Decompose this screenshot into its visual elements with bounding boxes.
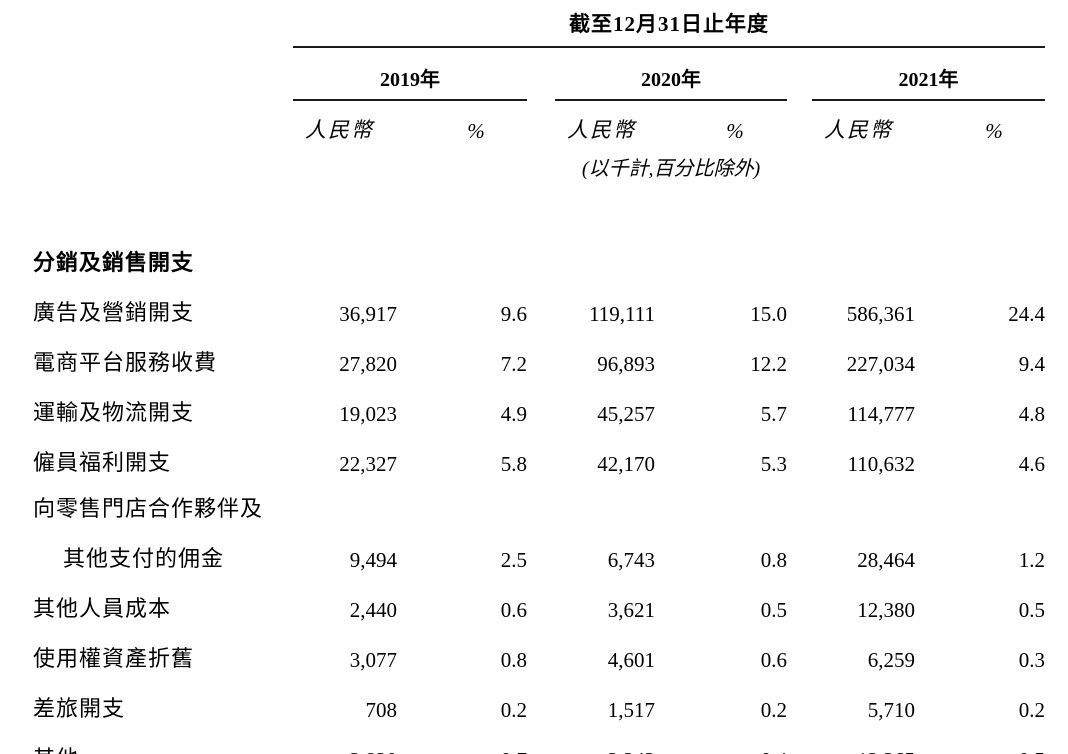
table-row: 向零售門店合作夥伴及 (33, 484, 1045, 530)
row-label: 電商平台服務收費 (33, 350, 218, 375)
value-cell: 0.5 (1018, 598, 1045, 622)
subheader-currency-2020: 人民幣 (567, 118, 636, 142)
value-cell: 9.4 (1018, 352, 1045, 376)
value-cell: 586,361 (846, 302, 915, 326)
value-cell: 12,365 (812, 730, 915, 754)
empty-corner (33, 4, 293, 47)
table-row: 僱員福利開支 22,327 5.8 42,170 5.3 110,632 4.6 (33, 434, 1045, 484)
row-label: 其他人員成本 (33, 596, 172, 621)
value-cell: 12,380 (857, 598, 915, 622)
value-cell: 0.4 (655, 730, 787, 754)
value-cell: 9,494 (349, 548, 397, 572)
value-cell: 0.8 (500, 648, 527, 672)
spacer (33, 183, 1045, 235)
value-cell: 0.2 (500, 698, 527, 722)
value-cell: 110,632 (847, 452, 915, 476)
value-cell: 6,259 (867, 648, 915, 672)
table-row: 其他 2,820 0.7 3,243 0.4 12,365 0.5 (33, 730, 1045, 754)
value-cell: 6,743 (607, 548, 655, 572)
value-cell: 4.9 (500, 402, 527, 426)
value-cell: 3,621 (607, 598, 655, 622)
value-cell: 0.6 (760, 648, 787, 672)
col-year-2020: 2020年 (555, 47, 787, 101)
value-cell: 119,111 (589, 302, 655, 326)
value-cell: 114,777 (847, 402, 915, 426)
table-row: 差旅開支 708 0.2 1,517 0.2 5,710 0.2 (33, 680, 1045, 730)
value-cell: 3,077 (349, 648, 397, 672)
table-row: 運輸及物流開支 19,023 4.9 45,257 5.7 114,777 4.… (33, 384, 1045, 434)
expenses-table: 截至12月31日止年度 2019年 2020年 2021年 人民幣 % 人民幣 … (33, 4, 1045, 754)
table-row: 分銷及銷售開支 (33, 235, 1045, 284)
column-gap (527, 47, 555, 100)
value-cell: 5.3 (760, 452, 787, 476)
section-header: 分銷及銷售開支 (33, 250, 195, 275)
col-year-2019: 2019年 (293, 47, 527, 101)
value-cell: 227,034 (846, 352, 915, 376)
value-cell: 45,257 (597, 402, 655, 426)
value-cell: 0.5 (760, 598, 787, 622)
value-cell: 22,327 (339, 452, 397, 476)
row-label: 僱員福利開支 (33, 450, 172, 475)
subheader-currency-2021: 人民幣 (824, 118, 893, 142)
value-cell: 96,893 (597, 352, 655, 376)
subheader-percent-2020: % (726, 119, 744, 143)
row-label-line2: 其他支付的佣金 (63, 546, 225, 571)
value-cell: 4.6 (1018, 452, 1045, 476)
value-cell: 5.7 (760, 402, 787, 426)
table-row: 其他人員成本 2,440 0.6 3,621 0.5 12,380 0.5 (33, 580, 1045, 630)
row-label: 使用權資產折舊 (33, 646, 195, 671)
value-cell: 2,440 (349, 598, 397, 622)
value-cell: 24.4 (1008, 302, 1045, 326)
value-cell: 0.6 (500, 598, 527, 622)
subheader-currency-2019: 人民幣 (305, 118, 374, 142)
value-cell: 2.5 (500, 548, 527, 572)
col-year-2021: 2021年 (812, 47, 1045, 101)
row-label: 廣告及營銷開支 (33, 300, 195, 325)
value-cell: 5,710 (867, 698, 915, 722)
value-cell: 12.2 (750, 352, 787, 376)
table-row: 廣告及營銷開支 36,917 9.6 119,111 15.0 586,361 … (33, 284, 1045, 334)
value-cell: 0.5 (915, 730, 1045, 754)
value-cell: 5.8 (500, 452, 527, 476)
value-cell: 3,243 (555, 730, 655, 754)
value-cell: 1,517 (607, 698, 655, 722)
value-cell: 27,820 (339, 352, 397, 376)
table-row: 電商平台服務收費 27,820 7.2 96,893 12.2 227,034 … (33, 334, 1045, 384)
row-label: 差旅開支 (33, 696, 126, 721)
column-gap (787, 47, 812, 100)
value-cell: 36,917 (339, 302, 397, 326)
value-cell: 0.2 (1018, 698, 1045, 722)
row-label: 其他 (33, 730, 293, 754)
value-cell: 1.2 (1018, 548, 1045, 572)
unit-note: (以千計,百分比除外) (581, 158, 761, 180)
page-title: 截至12月31日止年度 (293, 4, 1045, 48)
row-label-line1: 向零售門店合作夥伴及 (33, 496, 264, 521)
value-cell: 2,820 (293, 730, 397, 754)
table-row: 使用權資產折舊 3,077 0.8 4,601 0.6 6,259 0.3 (33, 630, 1045, 680)
value-cell: 4.8 (1018, 402, 1045, 426)
table-row: 其他支付的佣金 9,494 2.5 6,743 0.8 28,464 1.2 (33, 530, 1045, 580)
value-cell: 9.6 (500, 302, 527, 326)
value-cell: 4,601 (607, 648, 655, 672)
value-cell: 708 (365, 698, 398, 722)
value-cell: 7.2 (500, 352, 527, 376)
value-cell: 28,464 (857, 548, 915, 572)
value-cell: 42,170 (597, 452, 655, 476)
value-cell: 0.3 (1018, 648, 1045, 672)
value-cell: 0.8 (760, 548, 787, 572)
subheader-percent-2021: % (985, 119, 1003, 143)
row-label: 運輸及物流開支 (33, 400, 195, 425)
value-cell: 0.7 (397, 730, 527, 754)
value-cell: 19,023 (339, 402, 397, 426)
value-cell: 0.2 (760, 698, 787, 722)
value-cell: 15.0 (750, 302, 787, 326)
subheader-percent-2019: % (467, 119, 485, 143)
